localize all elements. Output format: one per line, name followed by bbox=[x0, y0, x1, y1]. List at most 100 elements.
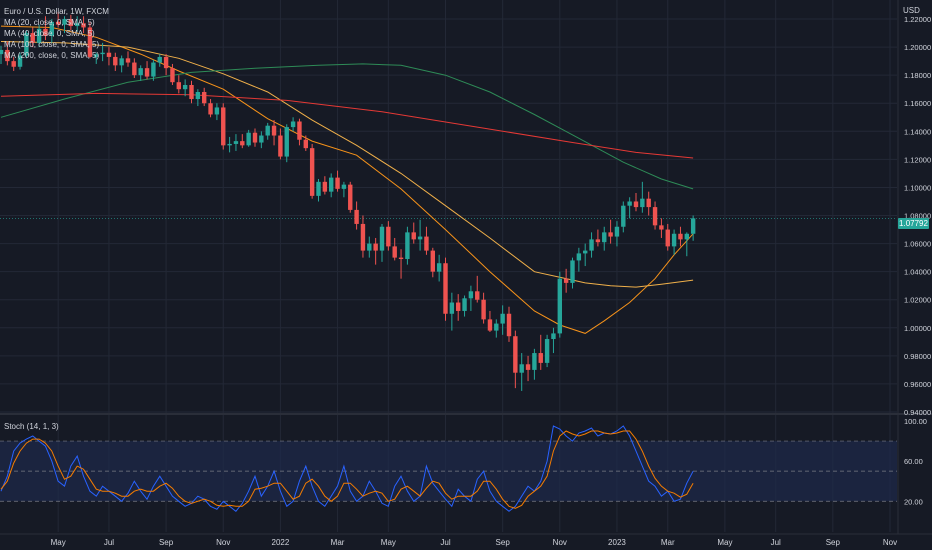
stochastic-panel bbox=[0, 425, 897, 513]
price-tick-label: 1.04000 bbox=[904, 268, 931, 277]
candle-body bbox=[443, 263, 448, 314]
time-tick-label: Mar bbox=[331, 538, 345, 547]
candle-body bbox=[373, 243, 378, 251]
candle-body bbox=[690, 218, 696, 234]
legend-symbol[interactable]: Euro / U.S. Dollar, 1W, FXCM bbox=[4, 7, 109, 16]
candle-body bbox=[170, 68, 175, 83]
moving-averages bbox=[0, 25, 694, 334]
candle-body bbox=[151, 62, 156, 77]
candle-body bbox=[665, 229, 670, 247]
candle-body bbox=[75, 23, 80, 27]
candle-body bbox=[240, 141, 245, 146]
stoch-tick-label: 20.00 bbox=[904, 497, 923, 506]
time-tick-label: Mar bbox=[661, 538, 675, 547]
candle-body bbox=[208, 103, 213, 115]
candle-body bbox=[398, 257, 404, 260]
candle-body bbox=[487, 319, 493, 331]
candle-body bbox=[17, 55, 23, 67]
time-tick-label: Nov bbox=[553, 538, 567, 547]
candle-body bbox=[462, 298, 467, 311]
candle-body bbox=[405, 232, 410, 260]
candle-body bbox=[678, 233, 683, 240]
chart-legend: Euro / U.S. Dollar, 1W, FXCM MA (20, clo… bbox=[4, 6, 109, 61]
candle-body bbox=[278, 135, 283, 157]
candle-body bbox=[68, 19, 74, 27]
candle-body bbox=[614, 226, 620, 237]
candle-body bbox=[341, 184, 347, 189]
candle-body bbox=[602, 232, 607, 243]
price-tick-label: 1.08000 bbox=[904, 212, 931, 221]
candle-body bbox=[189, 84, 194, 100]
candle-body bbox=[284, 127, 289, 157]
candle-body bbox=[252, 132, 258, 143]
candle-body bbox=[62, 19, 67, 25]
candle-body bbox=[525, 364, 531, 370]
current-price-tag: 1.07792 bbox=[898, 218, 929, 229]
candle-body bbox=[468, 291, 474, 299]
candle-body bbox=[132, 62, 137, 76]
legend-ma200[interactable]: MA (200, close, 0, SMA, 5) bbox=[4, 51, 100, 60]
time-tick-label: Jul bbox=[440, 538, 450, 547]
price-tick-label: 0.94000 bbox=[904, 408, 931, 417]
candle-body bbox=[221, 107, 226, 146]
candle-body bbox=[544, 339, 550, 363]
candle-body bbox=[246, 132, 251, 146]
candle-body bbox=[100, 52, 105, 55]
time-axis[interactable]: May Jul Sep Nov 2022 Mar May Jul Sep Nov 2023 Mar Ma… bbox=[51, 538, 898, 547]
time-tick-label: Jul bbox=[771, 538, 781, 547]
candle-body bbox=[513, 336, 518, 373]
candle-body bbox=[652, 207, 658, 226]
candle-body bbox=[182, 84, 188, 90]
ma-line-4 bbox=[0, 92, 694, 159]
candle-body bbox=[24, 33, 29, 56]
stoch-tick-label: 60.00 bbox=[904, 457, 923, 466]
candle-body bbox=[430, 250, 435, 272]
candle-body bbox=[119, 58, 124, 66]
candle-body bbox=[49, 21, 54, 36]
time-tick-label: Nov bbox=[216, 538, 230, 547]
candle-body bbox=[392, 246, 397, 258]
candle-body bbox=[265, 125, 270, 136]
ma-line-1 bbox=[0, 25, 694, 334]
time-tick-label: May bbox=[381, 538, 396, 547]
price-tick-label: 1.00000 bbox=[904, 324, 931, 333]
candle-body bbox=[0, 49, 4, 55]
candlestick-series bbox=[0, 12, 696, 391]
price-tick-label: 1.16000 bbox=[904, 99, 931, 108]
candle-body bbox=[195, 92, 201, 100]
legend-ma100[interactable]: MA (100, close, 0, SMA, 5) bbox=[4, 40, 100, 49]
time-tick-label: Sep bbox=[159, 538, 174, 547]
candle-body bbox=[506, 313, 512, 337]
candle-body bbox=[55, 21, 61, 25]
candle-body bbox=[11, 61, 16, 67]
candle-body bbox=[36, 28, 42, 43]
time-tick-label: Sep bbox=[826, 538, 841, 547]
price-axis[interactable]: 1.22000 1.20000 1.18000 1.16000 1.14000 1.120… bbox=[904, 15, 931, 506]
legend-ma20[interactable]: MA (20, close, 0, SMA, 5) bbox=[4, 18, 95, 27]
price-tick-label: 1.12000 bbox=[904, 155, 931, 164]
candle-body bbox=[354, 209, 359, 224]
candle-body bbox=[500, 313, 505, 324]
candle-body bbox=[633, 201, 639, 208]
candle-body bbox=[417, 236, 423, 240]
candle-body bbox=[202, 92, 207, 104]
candle-body bbox=[456, 302, 461, 311]
candle-body bbox=[621, 205, 626, 227]
legend-ma40[interactable]: MA (40, close, 0, SMA, 5) bbox=[4, 29, 95, 38]
price-unit-label: USD bbox=[903, 6, 920, 15]
candle-body bbox=[627, 201, 632, 206]
time-tick-label: May bbox=[51, 538, 66, 547]
candle-body bbox=[43, 28, 48, 36]
time-tick-label: 2022 bbox=[272, 538, 290, 547]
candle-body bbox=[475, 291, 480, 300]
candle-body bbox=[589, 239, 594, 251]
candle-body bbox=[570, 260, 575, 283]
candle-body bbox=[411, 232, 416, 240]
candle-body bbox=[322, 181, 328, 192]
stoch-k-line bbox=[0, 425, 694, 513]
stoch-legend[interactable]: Stoch (14, 1, 3) bbox=[4, 422, 59, 431]
candle-body bbox=[684, 233, 689, 240]
candle-body bbox=[519, 364, 524, 373]
candle-body bbox=[233, 141, 239, 144]
